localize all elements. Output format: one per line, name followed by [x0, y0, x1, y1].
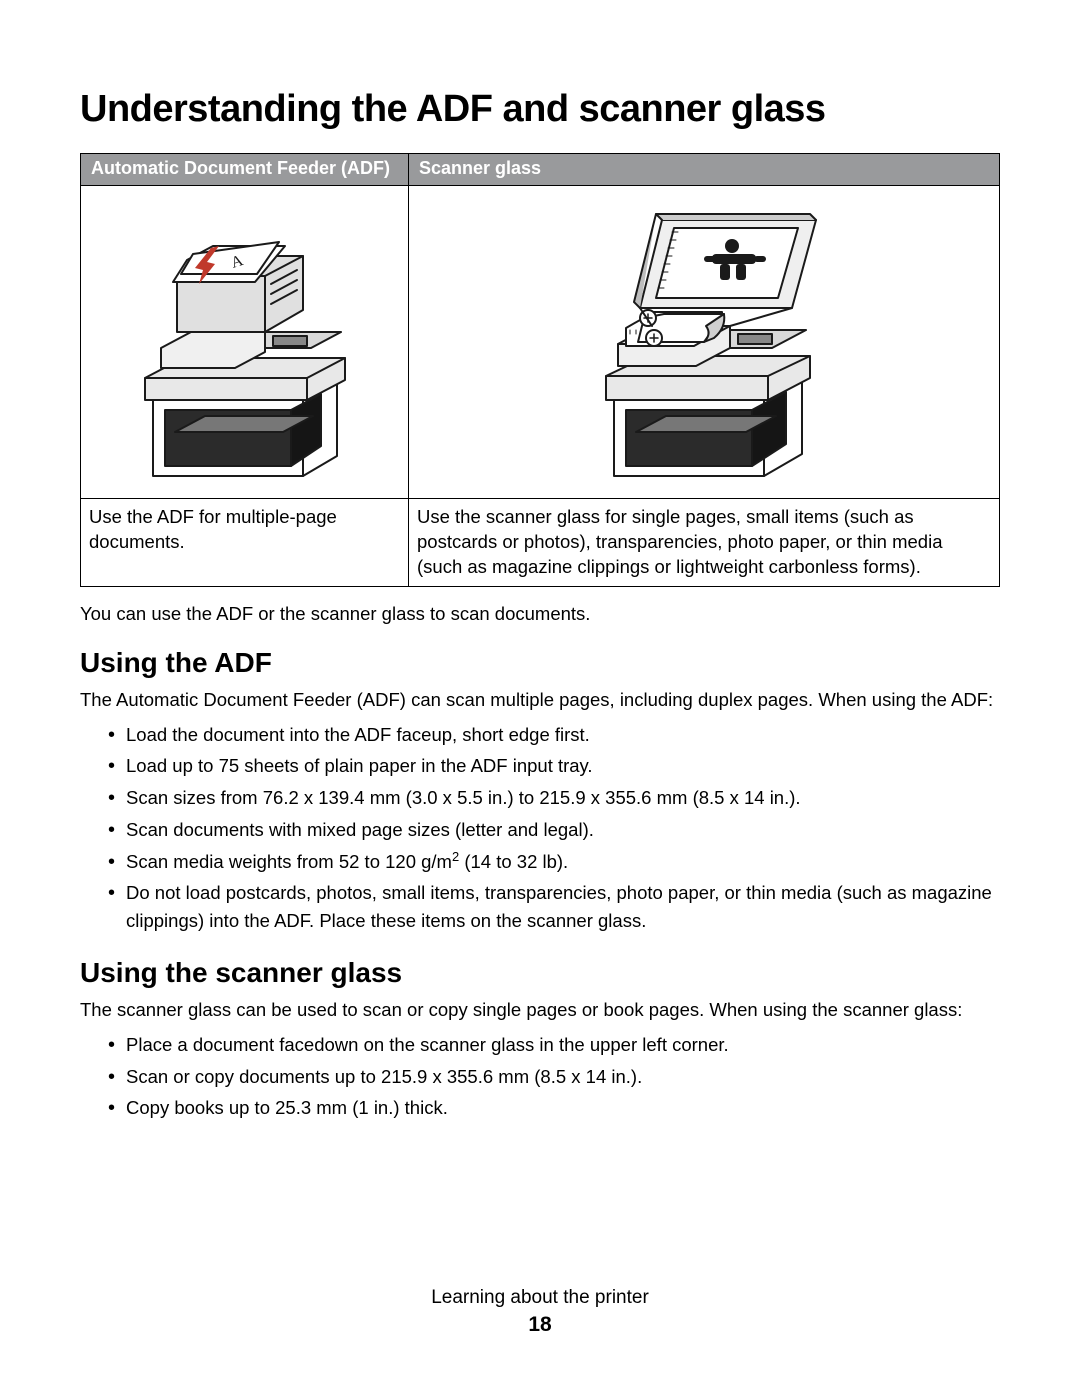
- comparison-table: Automatic Document Feeder (ADF) Scanner …: [80, 153, 1000, 587]
- table-header-adf: Automatic Document Feeder (ADF): [81, 154, 409, 186]
- list-item: Scan documents with mixed page sizes (le…: [108, 816, 1000, 844]
- section-heading-glass: Using the scanner glass: [80, 957, 1000, 989]
- adf-caption: Use the ADF for multiple-page documents.: [81, 499, 409, 587]
- table-image-row: A: [81, 186, 1000, 499]
- table-caption-row: Use the ADF for multiple-page documents.…: [81, 499, 1000, 587]
- table-header-glass: Scanner glass: [409, 154, 1000, 186]
- list-item: Place a document facedown on the scanner…: [108, 1031, 1000, 1059]
- scanner-glass-caption: Use the scanner glass for single pages, …: [409, 499, 1000, 587]
- footer-chapter: Learning about the printer: [0, 1287, 1080, 1309]
- page-title: Understanding the ADF and scanner glass: [80, 88, 1000, 131]
- list-item: Load the document into the ADF faceup, s…: [108, 721, 1000, 749]
- list-item: Scan media weights from 52 to 120 g/m2 (…: [108, 848, 1000, 876]
- table-header-row: Automatic Document Feeder (ADF) Scanner …: [81, 154, 1000, 186]
- list-item: Load up to 75 sheets of plain paper in t…: [108, 752, 1000, 780]
- section-intro-glass: The scanner glass can be used to scan or…: [80, 997, 1000, 1023]
- list-item: Do not load postcards, photos, small ite…: [108, 879, 1000, 935]
- adf-bullet-list: Load the document into the ADF faceup, s…: [80, 721, 1000, 935]
- scanner-glass-illustration-cell: [409, 186, 1000, 499]
- document-page: Understanding the ADF and scanner glass …: [0, 0, 1080, 1397]
- footer-page-number: 18: [0, 1313, 1080, 1337]
- section-intro-adf: The Automatic Document Feeder (ADF) can …: [80, 687, 1000, 713]
- section-heading-adf: Using the ADF: [80, 647, 1000, 679]
- after-table-text: You can use the ADF or the scanner glass…: [80, 601, 1000, 627]
- page-footer: Learning about the printer 18: [0, 1287, 1080, 1337]
- list-item: Scan sizes from 76.2 x 139.4 mm (3.0 x 5…: [108, 784, 1000, 812]
- list-item: Scan or copy documents up to 215.9 x 355…: [108, 1063, 1000, 1091]
- adf-illustration-cell: A: [81, 186, 409, 499]
- adf-printer-icon: A: [115, 198, 375, 488]
- glass-bullet-list: Place a document facedown on the scanner…: [80, 1031, 1000, 1122]
- list-item: Copy books up to 25.3 mm (1 in.) thick.: [108, 1094, 1000, 1122]
- scanner-glass-printer-icon: [554, 198, 854, 488]
